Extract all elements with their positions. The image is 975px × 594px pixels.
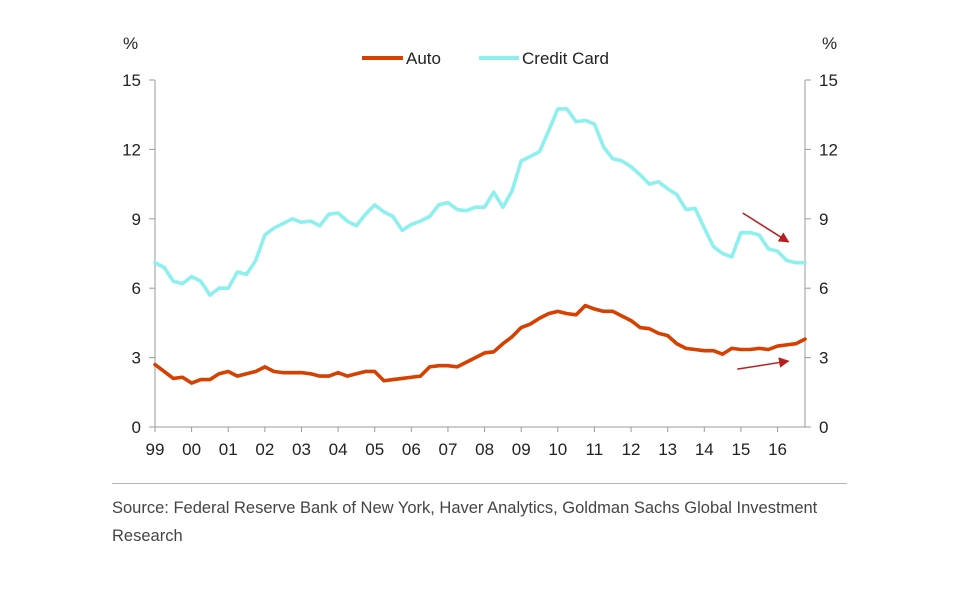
right-y-tick-label: 12 — [819, 140, 838, 159]
right-y-ticks: 0 3 6 9 12 15 — [805, 71, 838, 437]
x-tick-label: 05 — [365, 440, 384, 459]
source-note: Source: Federal Reserve Bank of New York… — [112, 499, 818, 545]
x-tick-label: 04 — [329, 440, 348, 459]
source-divider — [112, 483, 847, 484]
x-tick-label: 11 — [586, 440, 604, 459]
x-tick-label: 01 — [219, 440, 238, 459]
x-tick-label: 09 — [512, 440, 531, 459]
annotation-arrow-1 — [742, 212, 790, 243]
left-y-tick-label: 6 — [132, 279, 141, 298]
x-tick-label: 16 — [768, 440, 787, 459]
series-line-credit-card — [153, 107, 807, 297]
x-tick-label: 06 — [402, 440, 421, 459]
annotation-arrow-2 — [737, 357, 790, 370]
left-y-ticks: 0 3 6 9 12 15 — [122, 71, 155, 437]
x-ticks: 99 00 01 02 03 04 05 06 07 08 09 10 11 12 13 14 15 16 — [146, 427, 787, 459]
right-y-tick-label: 15 — [819, 71, 838, 90]
left-axis-unit: % — [123, 34, 138, 53]
left-y-tick-label: 0 — [132, 418, 141, 437]
x-tick-label: 08 — [475, 440, 494, 459]
x-tick-label: 07 — [438, 440, 457, 459]
series-line-auto — [153, 303, 807, 385]
x-tick-label: 02 — [255, 440, 274, 459]
x-tick-label: 15 — [731, 440, 750, 459]
x-tick-label: 99 — [146, 440, 165, 459]
left-y-tick-label: 9 — [132, 210, 141, 229]
left-y-tick-label: 15 — [122, 71, 141, 90]
right-axis-unit: % — [822, 34, 837, 53]
right-y-tick-label: 9 — [819, 210, 828, 229]
series-layer — [153, 107, 807, 385]
legend-label-credit-card: Credit Card — [522, 49, 609, 68]
right-y-tick-label: 3 — [819, 349, 828, 368]
right-y-tick-label: 6 — [819, 279, 828, 298]
annotations — [737, 212, 790, 370]
left-y-tick-label: 12 — [122, 140, 141, 159]
legend: Auto Credit Card — [362, 49, 609, 68]
x-tick-label: 03 — [292, 440, 311, 459]
right-y-tick-label: 0 — [819, 418, 828, 437]
x-tick-label: 14 — [695, 440, 714, 459]
x-tick-label: 13 — [658, 440, 677, 459]
x-tick-label: 10 — [548, 440, 567, 459]
x-tick-label: 00 — [182, 440, 201, 459]
left-y-tick-label: 3 — [132, 349, 141, 368]
legend-label-auto: Auto — [406, 49, 441, 68]
x-tick-label: 12 — [622, 440, 641, 459]
